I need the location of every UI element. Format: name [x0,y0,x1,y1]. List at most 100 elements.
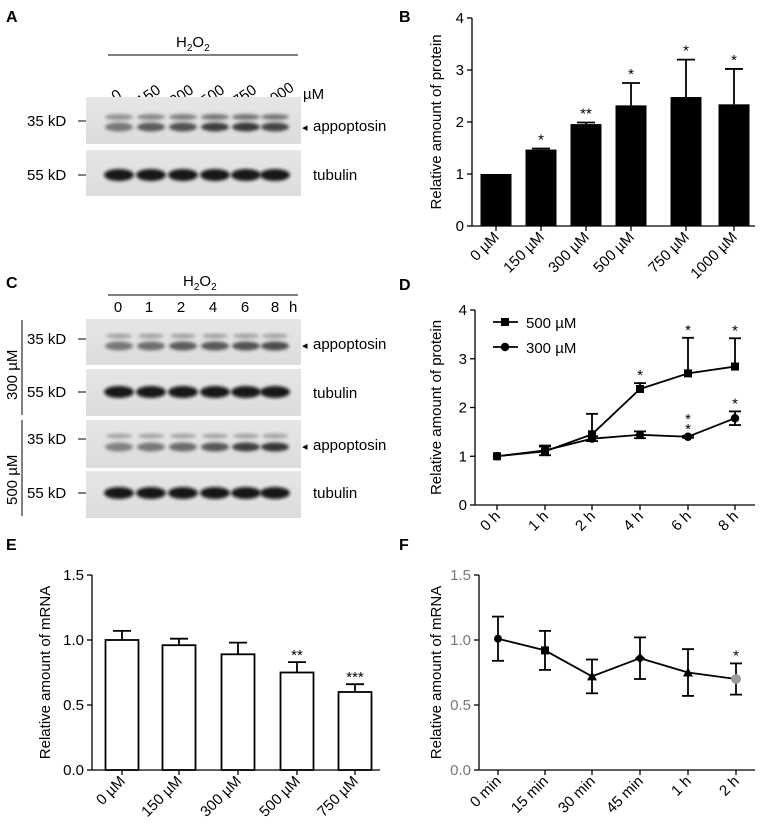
significance-label: * [732,322,738,339]
x-tick-label: 15 min [508,773,552,817]
unit-label: h [289,299,297,316]
treatment-label: H2O2 [183,273,217,293]
band-tubulin [260,386,290,398]
legend-circle-marker [500,342,510,352]
panel-letter-e: E [6,537,17,554]
band-upper [169,114,197,120]
band-tubulin [231,386,261,398]
kd-label-35: 35 kD [27,331,66,348]
band-appoptosin [201,122,229,132]
unit-label: µM [303,86,324,103]
band-upper [138,333,164,339]
x-tick-label: 300 µM [545,229,593,277]
band-upper [170,333,196,339]
band-tubulin [104,386,134,398]
band-tubulin [136,386,166,398]
significance-label: ** [291,647,303,664]
lane-label: 0 [114,299,122,316]
y-axis-label: Relative amount of protein [428,320,445,495]
lane-label: 4 [209,299,217,316]
legend-square-marker [501,318,509,326]
band-upper [170,433,196,439]
band-tubulin [104,169,134,181]
band-appoptosin [105,341,133,351]
band-upper [201,114,229,120]
band-upper [233,333,259,339]
western-blot-a: H2O2 0 150 300 500 750 1000 µM 35 kD 55 kD ◂ … [27,34,386,196]
point-circle [730,414,740,423]
group-label-500: 500 µM [4,455,21,505]
band-label-tubulin: tubulin [313,385,357,402]
treatment-label: H2O2 [176,34,210,54]
band-appoptosin [169,341,197,351]
y-tick-label: 1 [459,448,467,465]
panel-letter-d: D [399,277,411,294]
x-tick-label: 0 µM [93,773,129,809]
band-upper [138,433,164,439]
y-tick-label: 3 [456,62,464,79]
significance-label: * [685,322,691,339]
y-tick-label: 0 [456,218,464,235]
band-appoptosin [201,341,229,351]
band-tubulin [168,386,198,398]
band-upper [202,433,228,439]
panel-letter-f: F [399,537,409,554]
y-tick-label: 4 [459,302,467,319]
kd-label-55: 55 kD [27,384,66,401]
lane-label: 8 [271,299,279,316]
band-tubulin [168,169,198,181]
band-upper [232,114,260,120]
y-tick-label: 0.0 [63,762,84,779]
lane-label: 1 [145,299,153,316]
point-circle [492,452,502,461]
band-tubulin [104,487,134,499]
significance-label: * [733,647,739,664]
y-tick-label: 3 [459,351,467,368]
band-appoptosin [261,341,289,351]
bar [480,174,512,226]
x-tick-label: 2 h [716,773,743,800]
significance-label: * [685,421,691,438]
series-line-500 [496,365,736,458]
band-upper [105,114,133,120]
point-circle [587,434,597,443]
significance-label: * [538,132,544,149]
band-appoptosin [261,122,289,132]
y-axis-label: Relative amount of protein [428,34,445,209]
band-tubulin [200,169,230,181]
band-upper [106,433,132,439]
blot-membrane-appoptosin [86,97,301,144]
band-arrow: ◂ [302,441,308,453]
band-label-tubulin: tubulin [313,485,357,502]
y-tick-label: 1.0 [450,632,471,649]
significance-label: *** [346,669,364,686]
band-upper [262,433,288,439]
x-tick-label: 30 min [555,773,599,817]
band-upper [137,114,165,120]
significance-label: * [637,367,643,384]
band-tubulin [136,487,166,499]
point-circle [494,634,502,643]
x-tick-label: 1000 µM [687,229,741,283]
x-tick-label: 150 µM [138,773,186,821]
y-tick-label: 2 [456,114,464,131]
significance-label: ** [580,106,592,123]
band-appoptosin [232,341,260,351]
point-circle [635,430,645,439]
x-tick-label: 150 µM [500,229,548,277]
x-tick-label: 8 h [715,508,742,535]
x-tick-label: 1 h [525,508,552,535]
legend-label: 300 µM [526,340,576,357]
band-tubulin [136,169,166,181]
band-upper [233,433,259,439]
x-tick-label: 0 min [467,773,505,811]
panel-letter-c: C [6,275,18,292]
blot-bands [104,333,290,499]
y-tick-label: 1 [456,166,464,183]
point-square [684,369,692,378]
y-axis-label: Relative amount of mRNA [428,586,445,759]
panel-letter-b: B [399,9,411,26]
band-appoptosin [261,442,289,452]
